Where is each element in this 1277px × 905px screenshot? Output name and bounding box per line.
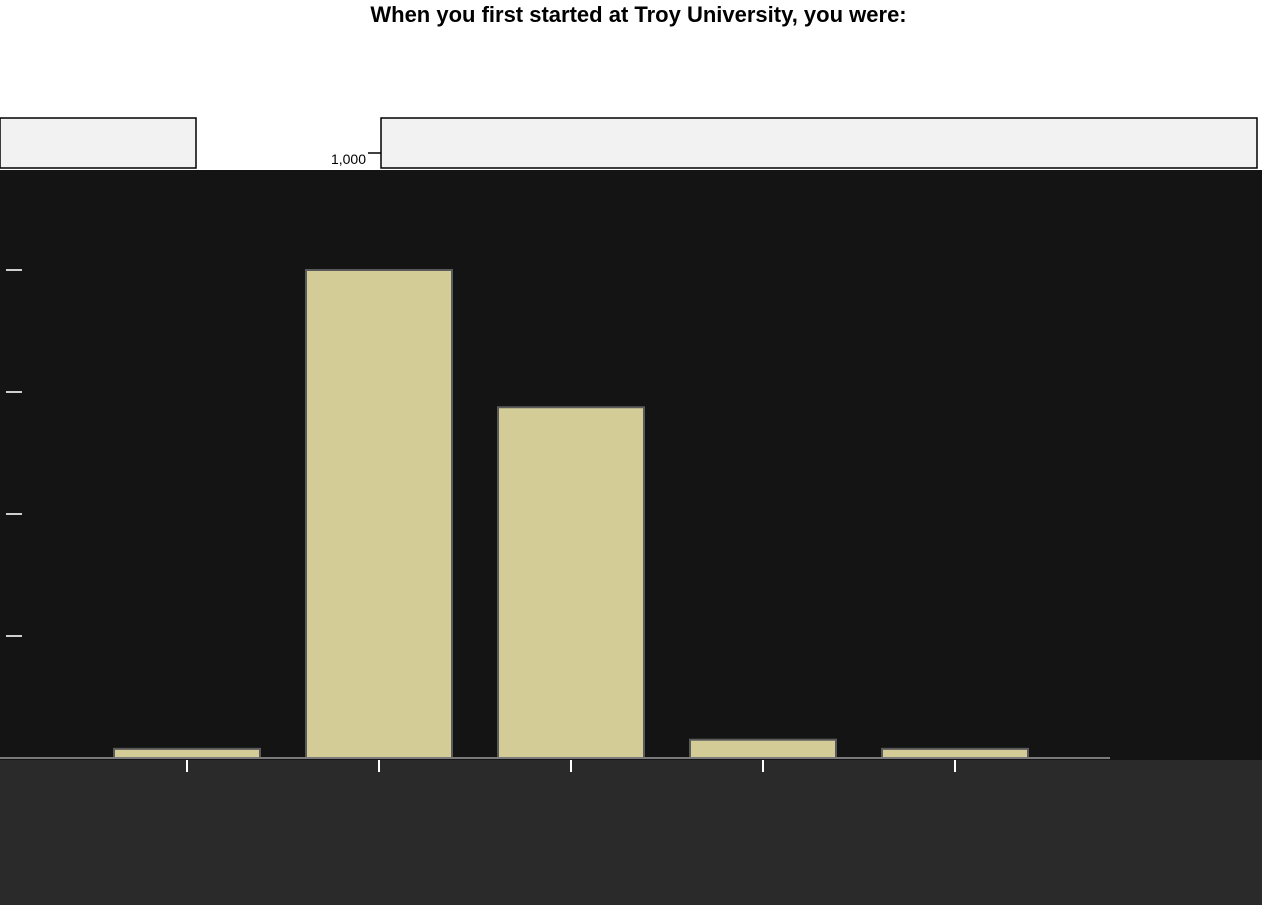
upper-panel-left xyxy=(0,117,197,169)
category-band xyxy=(0,760,1262,905)
bar-2 xyxy=(305,269,453,759)
bar-4 xyxy=(689,738,837,760)
y-axis-left xyxy=(6,269,22,759)
chart-title: When you first started at Troy Universit… xyxy=(370,2,907,27)
top-tick-label: 1,000 xyxy=(331,151,366,167)
bar-1 xyxy=(113,747,261,759)
bar-3 xyxy=(497,406,645,759)
x-axis xyxy=(186,760,956,772)
bar-5 xyxy=(881,747,1029,759)
bar-series xyxy=(113,269,1029,760)
upper-panel-right xyxy=(380,117,1258,169)
